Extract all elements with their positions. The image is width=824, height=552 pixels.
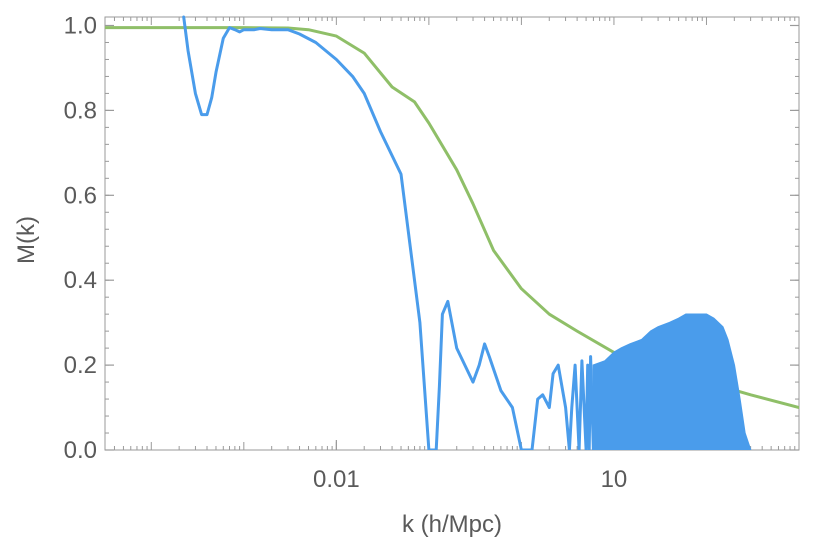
y-tick-label: 1.0 (64, 12, 97, 39)
series-1-line (182, 15, 595, 450)
y-tick-label: 0.2 (64, 352, 97, 379)
y-tick-label: 0.4 (64, 267, 97, 294)
x-tick-label: 0.01 (313, 466, 360, 493)
series-layer (105, 15, 799, 450)
y-tick-label: 0.8 (64, 97, 97, 124)
y-tick-label: 0.6 (64, 182, 97, 209)
series-2-fill (592, 313, 752, 450)
ticks (105, 17, 800, 451)
x-axis-title: k (h/Mpc) (402, 511, 502, 538)
y-axis-title: M(k) (13, 216, 40, 264)
y-tick-label: 0.0 (64, 437, 97, 464)
x-tick-label: 10 (601, 466, 628, 493)
series-group (105, 15, 799, 450)
plot-frame (104, 16, 800, 451)
tick-labels: 0.01 10 0.0 0.2 0.4 0.6 0.8 1.0 (64, 12, 628, 493)
